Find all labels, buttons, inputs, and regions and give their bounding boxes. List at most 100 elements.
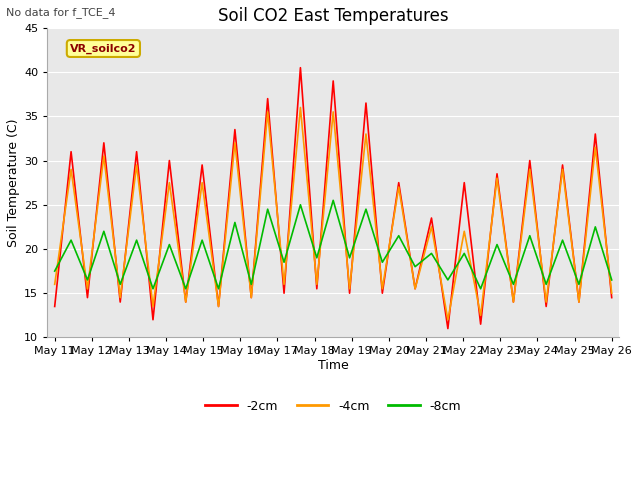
- -8cm: [395, 233, 403, 239]
- -8cm: [330, 197, 337, 203]
- -8cm: [248, 281, 255, 287]
- -4cm: [182, 299, 189, 305]
- -8cm: [378, 259, 386, 265]
- -4cm: [542, 299, 550, 305]
- -4cm: [575, 299, 583, 305]
- -4cm: [313, 281, 321, 287]
- -8cm: [575, 281, 583, 287]
- -8cm: [51, 268, 58, 274]
- -2cm: [67, 149, 75, 155]
- -2cm: [444, 326, 452, 332]
- -2cm: [231, 127, 239, 132]
- -2cm: [608, 295, 616, 300]
- -8cm: [149, 286, 157, 292]
- -2cm: [395, 180, 403, 186]
- -8cm: [477, 286, 484, 292]
- -8cm: [264, 206, 271, 212]
- -8cm: [591, 224, 599, 230]
- -4cm: [493, 175, 501, 181]
- -4cm: [296, 105, 304, 110]
- -4cm: [67, 167, 75, 172]
- -8cm: [362, 206, 370, 212]
- -2cm: [526, 157, 534, 163]
- -2cm: [132, 149, 140, 155]
- -8cm: [132, 237, 140, 243]
- -8cm: [116, 281, 124, 287]
- -4cm: [509, 299, 517, 305]
- -4cm: [395, 184, 403, 190]
- -8cm: [460, 251, 468, 256]
- -8cm: [412, 264, 419, 270]
- -4cm: [264, 109, 271, 115]
- -4cm: [100, 153, 108, 159]
- -4cm: [166, 180, 173, 186]
- -2cm: [575, 299, 583, 305]
- Text: VR_soilco2: VR_soilco2: [70, 43, 136, 54]
- Line: -4cm: -4cm: [54, 108, 612, 320]
- -2cm: [198, 162, 206, 168]
- -4cm: [149, 303, 157, 309]
- -8cm: [166, 241, 173, 247]
- -2cm: [591, 131, 599, 137]
- -2cm: [296, 65, 304, 71]
- X-axis label: Time: Time: [318, 359, 349, 372]
- -2cm: [100, 140, 108, 146]
- -8cm: [559, 237, 566, 243]
- Text: No data for f_TCE_4: No data for f_TCE_4: [6, 7, 116, 18]
- -4cm: [248, 295, 255, 300]
- -2cm: [264, 96, 271, 101]
- -4cm: [378, 286, 386, 292]
- -4cm: [526, 167, 534, 172]
- -8cm: [231, 219, 239, 225]
- -8cm: [67, 237, 75, 243]
- Line: -2cm: -2cm: [54, 68, 612, 329]
- -2cm: [214, 303, 222, 309]
- -2cm: [346, 290, 353, 296]
- -4cm: [51, 281, 58, 287]
- -2cm: [280, 290, 288, 296]
- -2cm: [428, 215, 435, 221]
- -4cm: [231, 140, 239, 146]
- -8cm: [444, 277, 452, 283]
- -4cm: [412, 286, 419, 292]
- -2cm: [166, 157, 173, 163]
- -4cm: [444, 317, 452, 323]
- -2cm: [84, 295, 92, 300]
- -2cm: [477, 321, 484, 327]
- -8cm: [346, 255, 353, 261]
- -2cm: [378, 290, 386, 296]
- -2cm: [116, 299, 124, 305]
- -2cm: [51, 303, 58, 309]
- -2cm: [412, 286, 419, 292]
- -4cm: [608, 290, 616, 296]
- -2cm: [248, 295, 255, 300]
- -8cm: [214, 286, 222, 292]
- -4cm: [198, 180, 206, 186]
- -4cm: [330, 109, 337, 115]
- Title: Soil CO2 East Temperatures: Soil CO2 East Temperatures: [218, 7, 449, 25]
- -8cm: [542, 281, 550, 287]
- -2cm: [362, 100, 370, 106]
- -2cm: [182, 299, 189, 305]
- Line: -8cm: -8cm: [54, 200, 612, 289]
- -8cm: [84, 277, 92, 283]
- -4cm: [591, 144, 599, 150]
- -2cm: [460, 180, 468, 186]
- -8cm: [493, 241, 501, 247]
- -4cm: [132, 162, 140, 168]
- -8cm: [100, 228, 108, 234]
- -2cm: [542, 303, 550, 309]
- Legend: -2cm, -4cm, -8cm: -2cm, -4cm, -8cm: [200, 395, 466, 418]
- -2cm: [330, 78, 337, 84]
- -8cm: [198, 237, 206, 243]
- -2cm: [559, 162, 566, 168]
- -2cm: [509, 299, 517, 305]
- -4cm: [460, 228, 468, 234]
- -8cm: [608, 277, 616, 283]
- -4cm: [428, 224, 435, 230]
- -8cm: [509, 281, 517, 287]
- -4cm: [346, 286, 353, 292]
- -4cm: [280, 281, 288, 287]
- -4cm: [84, 286, 92, 292]
- -2cm: [313, 286, 321, 292]
